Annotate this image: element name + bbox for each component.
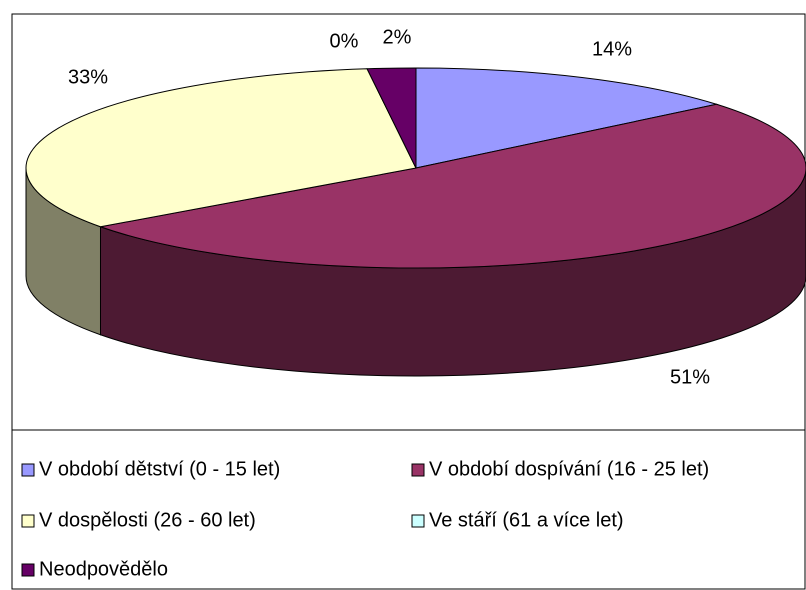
legend-label: V dospělosti (26 - 60 let) [39,509,256,531]
legend-swatch [21,463,35,477]
data-label: 33% [68,66,108,88]
legend-swatch [21,563,35,577]
legend-label: V období dětství (0 - 15 let) [39,458,280,480]
legend-label: Ve stáří (61 a více let) [429,509,624,531]
legend-swatch [21,514,35,528]
slice [415,67,719,169]
data-label: 2% [383,26,412,48]
data-label: 0% [330,30,359,52]
legend-label: Neodpovědělo [39,558,168,580]
slice [98,103,806,269]
slice [366,67,417,169]
data-label: 51% [670,366,710,388]
legend-label: V období dospívání (16 - 25 let) [429,458,709,480]
legend-swatch [411,463,425,477]
data-label: 14% [592,38,632,60]
slice [25,68,417,228]
legend-swatch [411,514,425,528]
